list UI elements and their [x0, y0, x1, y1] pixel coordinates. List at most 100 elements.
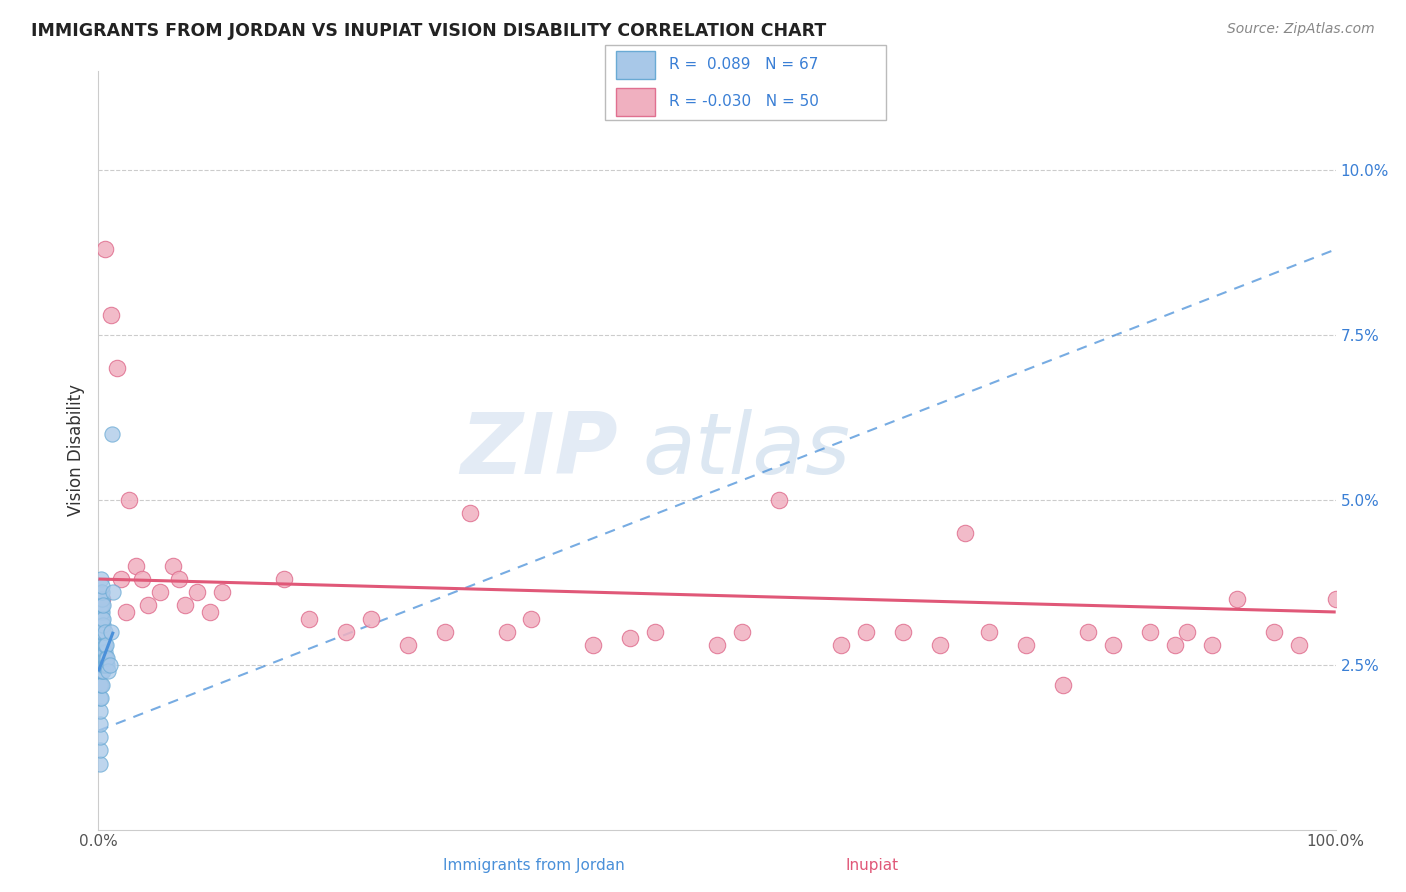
- Point: [91, 618, 114, 632]
- Point: [93, 638, 115, 652]
- Point: [335, 624, 357, 639]
- Point: [433, 624, 456, 639]
- Point: [953, 525, 976, 540]
- Point: [90, 657, 112, 672]
- Point: [96, 651, 118, 665]
- Point: [1226, 591, 1249, 606]
- Point: [644, 624, 666, 639]
- Point: [90, 591, 112, 606]
- Point: [93, 644, 115, 658]
- Point: [98, 657, 121, 672]
- Point: [101, 427, 124, 442]
- Point: [1288, 638, 1310, 652]
- Point: [91, 624, 114, 639]
- Point: [174, 599, 197, 613]
- Point: [89, 756, 111, 771]
- Point: [582, 638, 605, 652]
- Point: [93, 611, 115, 625]
- Point: [94, 657, 117, 672]
- Point: [186, 585, 208, 599]
- Point: [91, 591, 114, 606]
- Point: [1015, 638, 1038, 652]
- Point: [103, 585, 125, 599]
- Point: [93, 599, 115, 613]
- Point: [91, 665, 114, 679]
- Point: [131, 572, 153, 586]
- Point: [211, 585, 233, 599]
- Point: [93, 624, 115, 639]
- Point: [1077, 624, 1099, 639]
- Point: [93, 638, 115, 652]
- Point: [458, 506, 481, 520]
- Point: [298, 611, 321, 625]
- Point: [93, 243, 115, 257]
- Point: [94, 651, 117, 665]
- Point: [1052, 677, 1074, 691]
- Point: [100, 624, 122, 639]
- Point: [495, 624, 517, 639]
- Point: [89, 665, 111, 679]
- Point: [360, 611, 382, 625]
- Point: [1164, 638, 1187, 652]
- Point: [91, 657, 114, 672]
- Text: atlas: atlas: [643, 409, 851, 492]
- Point: [93, 618, 115, 632]
- Point: [90, 572, 112, 586]
- Point: [396, 638, 419, 652]
- Point: [93, 651, 115, 665]
- Point: [100, 308, 122, 322]
- Point: [93, 651, 115, 665]
- Point: [124, 558, 146, 573]
- Point: [149, 585, 172, 599]
- Point: [90, 638, 112, 652]
- Point: [110, 572, 132, 586]
- Point: [93, 644, 115, 658]
- Point: [90, 611, 112, 625]
- Point: [706, 638, 728, 652]
- Point: [91, 644, 114, 658]
- Point: [89, 651, 111, 665]
- Text: IMMIGRANTS FROM JORDAN VS INUPIAT VISION DISABILITY CORRELATION CHART: IMMIGRANTS FROM JORDAN VS INUPIAT VISION…: [31, 22, 827, 40]
- Point: [1175, 624, 1198, 639]
- Point: [89, 690, 111, 705]
- Point: [93, 665, 115, 679]
- Point: [136, 599, 159, 613]
- Point: [91, 677, 114, 691]
- Point: [118, 492, 141, 507]
- Point: [1201, 638, 1223, 652]
- Point: [768, 492, 790, 507]
- Point: [89, 731, 111, 745]
- Point: [928, 638, 950, 652]
- Text: Source: ZipAtlas.com: Source: ZipAtlas.com: [1227, 22, 1375, 37]
- Point: [89, 677, 111, 691]
- Point: [93, 624, 115, 639]
- Point: [89, 644, 111, 658]
- Point: [1139, 624, 1161, 639]
- Point: [93, 657, 115, 672]
- Point: [520, 611, 543, 625]
- Point: [89, 657, 111, 672]
- Point: [94, 638, 117, 652]
- Point: [1324, 591, 1347, 606]
- Point: [97, 665, 120, 679]
- Text: Inupiat: Inupiat: [845, 858, 898, 872]
- Point: [90, 644, 112, 658]
- Point: [90, 651, 112, 665]
- Point: [90, 605, 112, 619]
- Point: [90, 632, 112, 646]
- Point: [114, 605, 136, 619]
- Point: [90, 599, 112, 613]
- Point: [830, 638, 852, 652]
- Point: [90, 690, 112, 705]
- Point: [90, 677, 112, 691]
- Text: Immigrants from Jordan: Immigrants from Jordan: [443, 858, 626, 872]
- Point: [162, 558, 184, 573]
- Text: R = -0.030   N = 50: R = -0.030 N = 50: [669, 94, 820, 109]
- Text: ZIP: ZIP: [460, 409, 619, 492]
- Y-axis label: Vision Disability: Vision Disability: [66, 384, 84, 516]
- Text: R =  0.089   N = 67: R = 0.089 N = 67: [669, 57, 818, 72]
- Point: [90, 618, 112, 632]
- Point: [89, 638, 111, 652]
- Point: [198, 605, 221, 619]
- Point: [91, 585, 114, 599]
